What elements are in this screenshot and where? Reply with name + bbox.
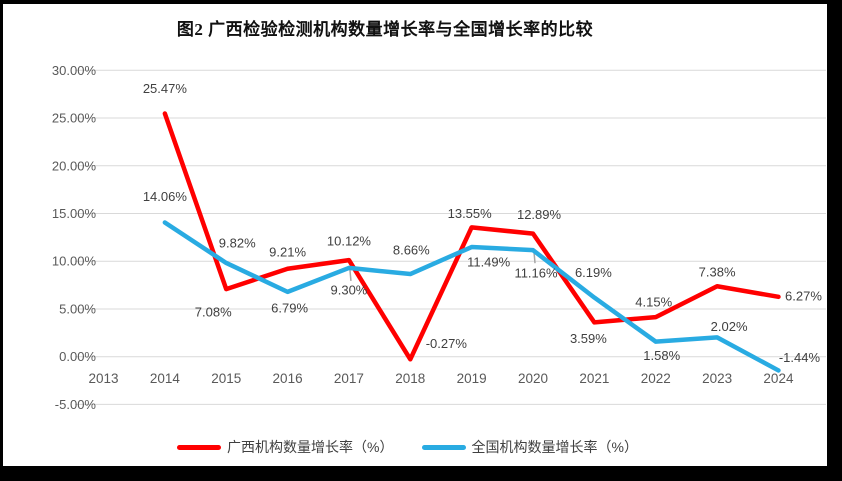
data-label: 9.21% <box>269 244 306 259</box>
data-label: 7.38% <box>699 265 736 280</box>
data-labels: 25.47% 7.08% 9.21% 10.12% -0.27% 13.55% 12.89%… <box>143 81 823 365</box>
x-tick-label: 2023 <box>702 371 732 386</box>
data-label: 6.79% <box>271 300 308 315</box>
legend-item-national: 全国机构数量增长率（%） <box>421 437 638 457</box>
legend-label-guangxi: 广西机构数量增长率（%） <box>227 439 394 455</box>
y-tick-label: 5.00% <box>59 301 96 316</box>
data-label: 9.30% <box>331 282 368 297</box>
data-label: 8.66% <box>393 243 430 258</box>
x-tick-label: 2019 <box>457 371 487 386</box>
legend-swatch-national-line <box>421 444 466 450</box>
x-tick-label: 2020 <box>518 371 548 386</box>
x-tick-label: 2017 <box>334 371 364 386</box>
data-label: 6.19% <box>575 265 612 280</box>
label-leader-lines <box>349 252 536 281</box>
data-label: 6.27% <box>785 288 822 303</box>
chart-title: 图2 广西检验检测机构数量增长率与全国增长率的比较 <box>176 20 594 39</box>
y-tick-label: 25.00% <box>52 111 97 126</box>
x-tick-label: 2022 <box>641 371 671 386</box>
x-tick-label: 2024 <box>763 371 794 386</box>
y-tick-label: 0.00% <box>59 349 96 364</box>
series-line-guangxi <box>162 111 781 362</box>
x-tick-label: 2021 <box>579 371 609 386</box>
data-label: 9.82% <box>219 235 256 250</box>
y-tick-label: 30.00% <box>52 63 97 78</box>
data-label: 2.02% <box>711 319 748 334</box>
data-label: 11.49% <box>467 255 511 270</box>
data-label: 1.58% <box>643 348 680 363</box>
data-label: 3.59% <box>570 331 607 346</box>
y-axis-tick-labels: 30.00% 25.00% 20.00% 15.00% 10.00% 5.00% 0.00%… <box>52 63 97 412</box>
legend-item-guangxi: 广西机构数量增长率（%） <box>177 437 394 457</box>
gridlines <box>75 69 826 405</box>
data-label: 14.06% <box>143 189 188 204</box>
data-label: 10.12% <box>327 234 372 249</box>
data-label: 4.15% <box>635 295 672 310</box>
y-tick-label: 15.00% <box>52 206 97 221</box>
x-tick-label: 2016 <box>273 371 303 386</box>
data-label: 11.16% <box>514 266 558 281</box>
legend-label-national: 全国机构数量增长率（%） <box>471 439 638 455</box>
y-tick-label: -5.00% <box>55 397 97 412</box>
y-tick-label: 10.00% <box>52 254 97 269</box>
legend-swatch-guangxi-line <box>177 444 222 450</box>
data-label: 7.08% <box>195 305 232 320</box>
data-label: -1.44% <box>779 350 821 365</box>
data-label: 12.89% <box>517 207 562 222</box>
series-line-national <box>162 220 781 373</box>
data-label: -0.27% <box>426 336 468 351</box>
x-tick-label: 2014 <box>150 371 181 386</box>
chart-canvas: 图2 广西检验检测机构数量增长率与全国增长率的比较 广西机构数量增长率（%） 全… <box>3 4 827 466</box>
x-tick-label: 2013 <box>88 371 118 386</box>
y-tick-label: 20.00% <box>52 158 97 173</box>
data-label: 25.47% <box>143 81 188 96</box>
chart-legend: 广西机构数量增长率（%） 全国机构数量增长率（%） <box>3 437 812 457</box>
x-axis-tick-labels: 2013 2014 2015 2016 2017 2018 2019 2020 2021 2022… <box>88 371 793 386</box>
x-tick-label: 2018 <box>395 371 425 386</box>
data-label: 13.55% <box>448 206 493 221</box>
x-tick-label: 2015 <box>211 371 241 386</box>
